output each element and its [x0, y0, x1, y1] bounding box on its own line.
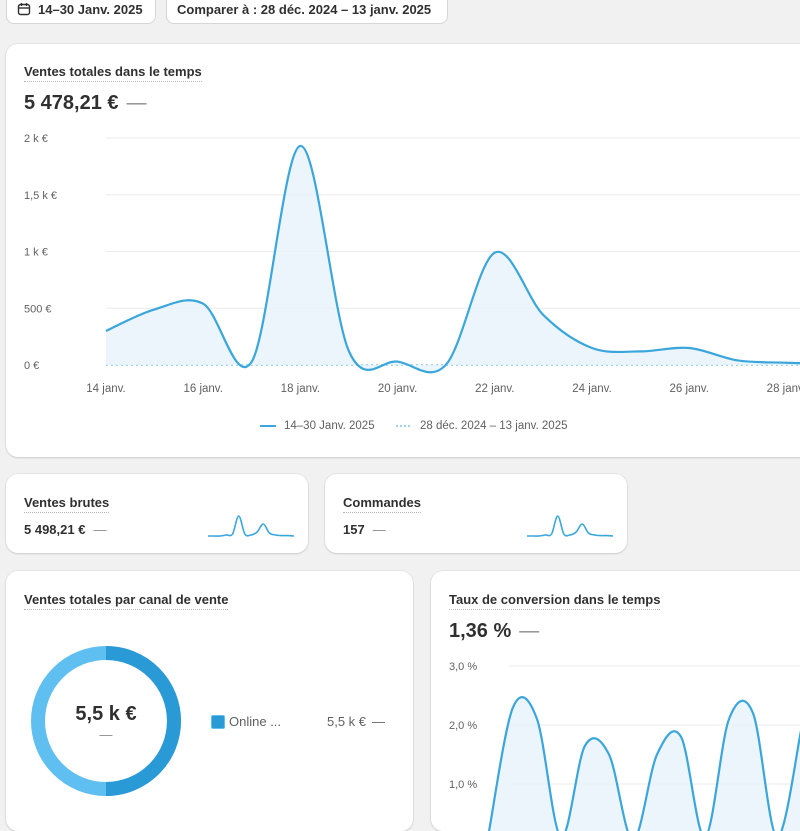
x-tick-label: 22 janv. — [475, 383, 514, 395]
gross-sales-delta: — — [93, 522, 106, 537]
legend-current-label: 14–30 Janv. 2025 — [284, 420, 375, 432]
channel-value: 5,5 k € — [327, 714, 366, 729]
legend-previous-swatch — [396, 424, 412, 428]
gross-sales-title[interactable]: Ventes brutes — [24, 495, 109, 513]
legend-previous-label: 28 déc. 2024 – 13 janv. 2025 — [420, 420, 568, 432]
y-tick-label: 2 k € — [24, 133, 48, 145]
sparkline-path — [527, 516, 613, 536]
orders-value: 157 — [343, 522, 365, 537]
sales-by-channel-card: Ventes totales par canal de vente 5,5 k … — [6, 571, 413, 831]
total-sales-chart: 2 k € 1,5 k € 1 k € 500 € 0 € 14 janv. 16 janv… — [6, 44, 800, 457]
orders-title[interactable]: Commandes — [343, 495, 421, 513]
legend-current[interactable]: 14–30 Janv. 2025 — [260, 420, 375, 432]
orders-value-row: 157 — — [343, 522, 386, 537]
legend-current-swatch — [260, 424, 276, 428]
y-tick-label: 1,5 k € — [24, 190, 57, 202]
y-tick-label: 0 € — [24, 360, 39, 372]
orders-delta: — — [373, 522, 386, 537]
x-tick-label: 24 janv. — [572, 383, 611, 395]
sparkline-path — [208, 516, 294, 536]
y-tick-label: 2,0 % — [449, 720, 477, 732]
sales-by-channel-title[interactable]: Ventes totales par canal de vente — [24, 592, 228, 610]
donut-center-delta: — — [56, 727, 156, 742]
date-range-button[interactable]: 14–30 Janv. 2025 — [6, 0, 156, 24]
calendar-icon — [17, 2, 31, 16]
x-tick-label: 20 janv. — [378, 383, 417, 395]
x-tick-label: 14 janv. — [86, 383, 125, 395]
gross-sales-value: 5 498,21 € — [24, 522, 85, 537]
y-tick-label: 1 k € — [24, 247, 48, 259]
channel-swatch — [211, 715, 225, 729]
channel-value-row: 5,5 k € — — [327, 714, 385, 729]
gross-sales-sparkline — [206, 512, 296, 542]
gross-sales-value-row: 5 498,21 € — — [24, 522, 106, 537]
total-sales-card: Ventes totales dans le temps 5 478,21 €—… — [6, 44, 800, 457]
channel-legend-online[interactable]: Online ... — [211, 714, 281, 729]
x-tick-label: 16 janv. — [183, 383, 222, 395]
date-range-label: 14–30 Janv. 2025 — [38, 2, 143, 17]
donut-center-value: 5,5 k € — [56, 703, 156, 726]
conversion-chart: 3,0 % 2,0 % 1,0 % — [431, 571, 800, 831]
y-tick-label: 1,0 % — [449, 779, 477, 791]
orders-card[interactable]: Commandes 157 — — [325, 474, 627, 553]
legend-previous[interactable]: 28 déc. 2024 – 13 janv. 2025 — [396, 420, 568, 432]
compare-button[interactable]: Comparer à : 28 déc. 2024 – 13 janv. 202… — [166, 0, 448, 24]
series-current-area — [106, 146, 800, 372]
channel-delta: — — [372, 714, 385, 729]
x-tick-label: 26 janv. — [669, 383, 708, 395]
y-tick-label: 3,0 % — [449, 661, 477, 673]
x-tick-label: 18 janv. — [281, 383, 320, 395]
y-tick-label: 500 € — [24, 303, 52, 315]
conversion-card: Taux de conversion dans le temps 1,36 %—… — [431, 571, 800, 831]
channel-label: Online ... — [229, 714, 281, 729]
orders-sparkline — [525, 512, 615, 542]
gross-sales-card[interactable]: Ventes brutes 5 498,21 € — — [6, 474, 308, 553]
compare-label: Comparer à : 28 déc. 2024 – 13 janv. 202… — [177, 2, 431, 17]
x-tick-label: 28 janv. — [767, 383, 800, 395]
